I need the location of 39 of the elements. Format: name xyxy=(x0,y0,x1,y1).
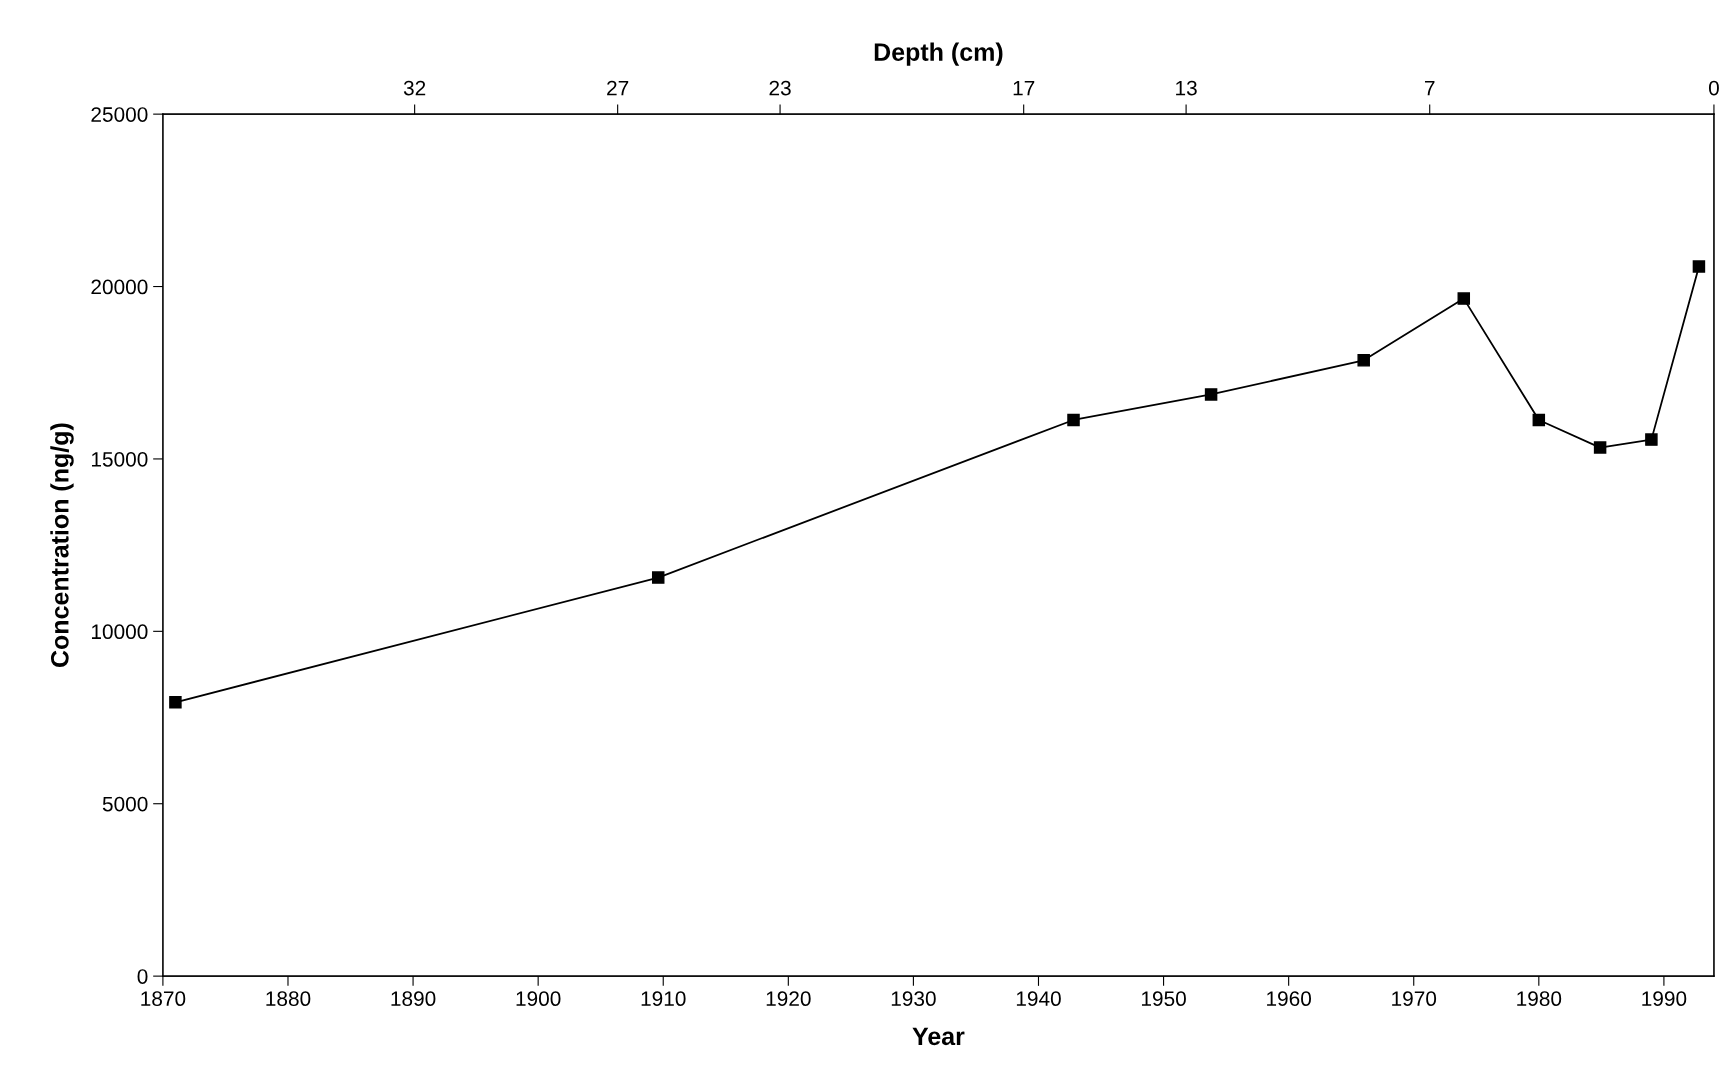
x-tick-label: 1970 xyxy=(1392,991,1437,1007)
x2-tick-label: 32 xyxy=(403,80,426,96)
y-tick-label: 0 xyxy=(137,969,148,984)
x-tick-label: 1900 xyxy=(516,991,561,1007)
y-tick-label: 10000 xyxy=(91,624,148,640)
point xyxy=(1645,433,1658,446)
point xyxy=(1457,292,1471,305)
x-tick-label: 1910 xyxy=(641,991,686,1007)
x-tick-label: 1890 xyxy=(391,991,436,1007)
x2-tick-label: 13 xyxy=(1176,80,1197,96)
y-axis-title: Concentration (ng/g) xyxy=(50,423,74,667)
x2-tick-label: 23 xyxy=(769,80,791,96)
x-tick-label: 1980 xyxy=(1517,991,1562,1007)
x-tick-label: 1940 xyxy=(1016,991,1061,1007)
point xyxy=(1593,441,1607,454)
x-tick-label: 1870 xyxy=(141,991,186,1007)
y-tick-label: 15000 xyxy=(91,451,148,467)
point xyxy=(1357,354,1370,367)
x2-tick-label: 17 xyxy=(1013,80,1035,96)
point xyxy=(1692,260,1706,273)
x2-tick-label: 0 xyxy=(1708,80,1719,96)
point xyxy=(1067,413,1080,427)
x2-tick-label: 27 xyxy=(607,80,629,96)
x-tick-label: 1960 xyxy=(1267,991,1312,1007)
x-axis-title: Year xyxy=(912,1027,965,1046)
point xyxy=(1532,413,1546,427)
y-tick-label: 5000 xyxy=(102,796,148,812)
x-tick-label: 1990 xyxy=(1642,991,1687,1007)
x-tick-label: 1930 xyxy=(891,991,936,1007)
y-tick-label: 20000 xyxy=(91,279,148,295)
x-tick-label: 1880 xyxy=(266,991,311,1007)
x2-axis-title: Depth (cm) xyxy=(874,42,1003,66)
x-tick-label: 1950 xyxy=(1141,991,1186,1007)
x2-tick-label: 7 xyxy=(1424,80,1435,96)
point xyxy=(1204,388,1218,401)
x-tick-label: 1920 xyxy=(766,991,811,1007)
y-tick-label: 25000 xyxy=(91,107,148,122)
point xyxy=(169,696,182,709)
point xyxy=(651,571,665,584)
